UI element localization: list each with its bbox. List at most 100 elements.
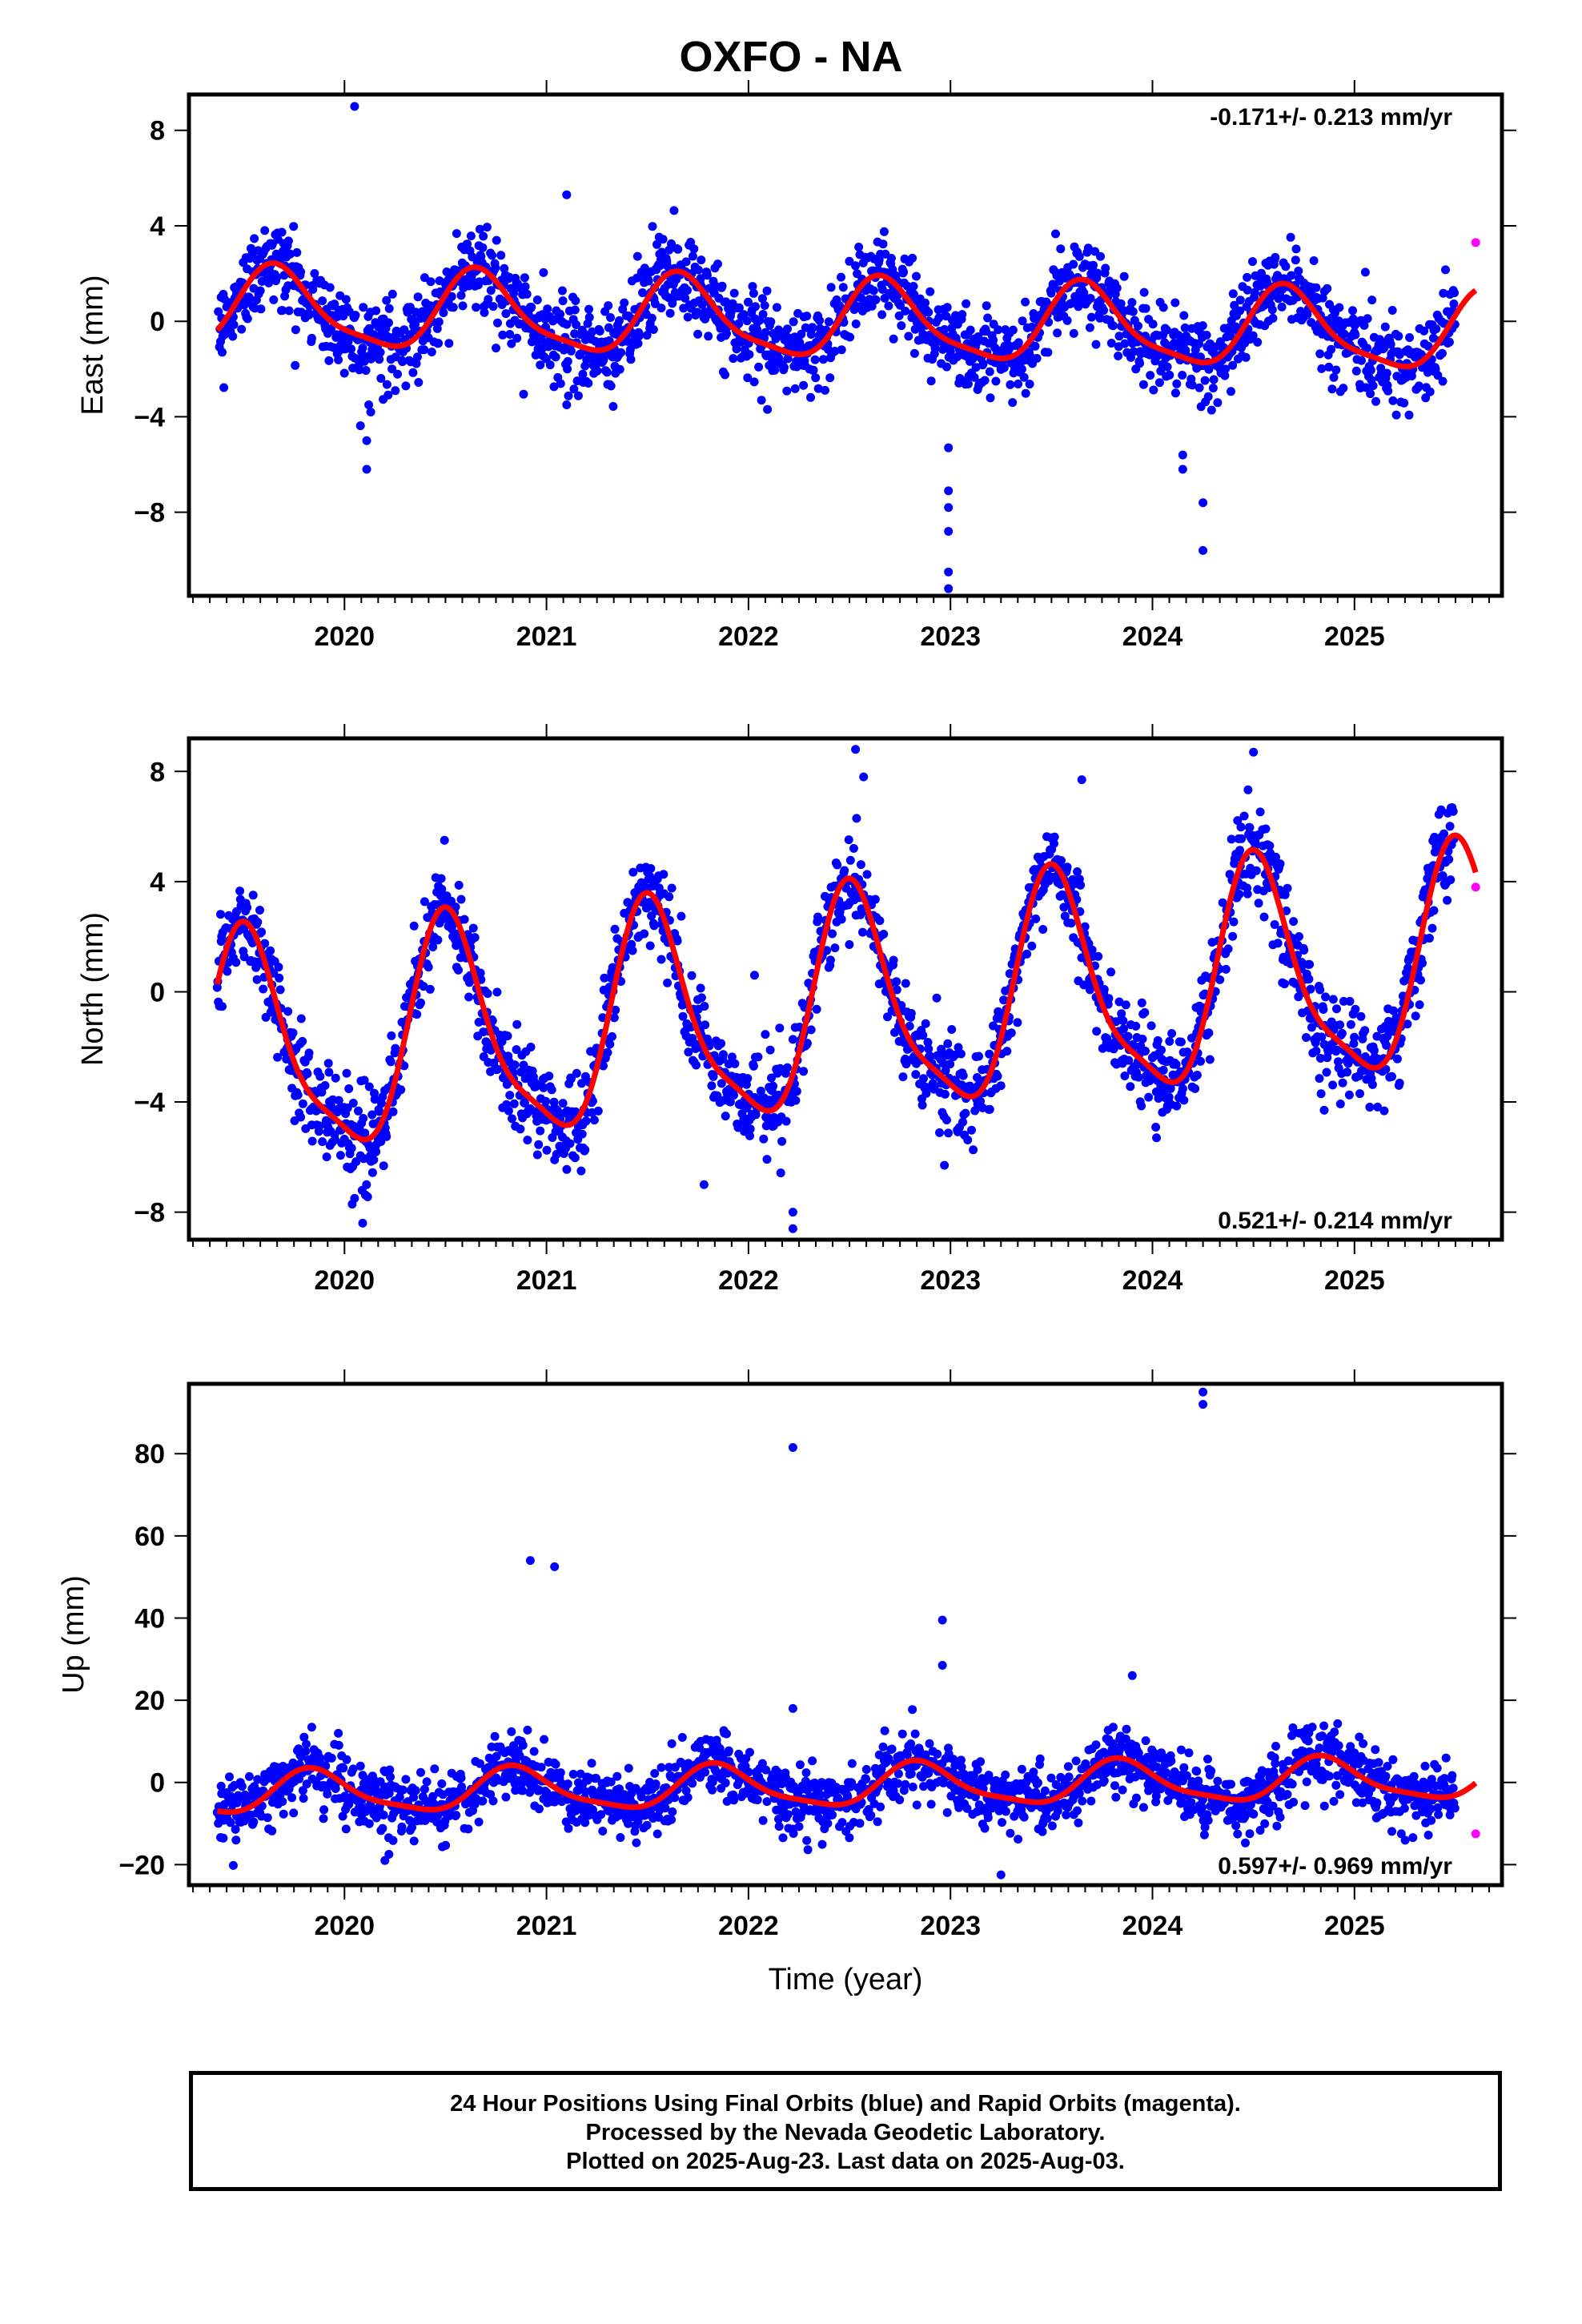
final-orbit-point — [620, 298, 629, 308]
final-orbit-point — [603, 1047, 612, 1057]
final-orbit-point — [463, 239, 472, 249]
final-orbit-point — [458, 301, 468, 311]
final-orbit-point — [958, 1071, 968, 1080]
final-orbit-point — [331, 1135, 339, 1144]
rapid-orbit-point — [1471, 238, 1480, 247]
final-orbit-point — [696, 274, 705, 283]
final-orbit-point — [743, 373, 753, 383]
final-orbit-point — [1415, 1000, 1424, 1010]
final-orbit-point — [1157, 1045, 1166, 1055]
final-orbit-point — [566, 346, 576, 356]
final-orbit-point — [1255, 807, 1265, 817]
final-orbit-point — [656, 955, 666, 964]
final-orbit-point — [526, 1043, 536, 1051]
final-orbit-point — [713, 259, 722, 269]
final-orbit-point — [1407, 372, 1416, 380]
final-orbit-point — [382, 296, 391, 305]
final-orbit-point — [1351, 366, 1361, 376]
final-orbit-point — [1414, 381, 1423, 391]
final-orbit-point — [1128, 307, 1138, 316]
final-orbit-point — [1091, 340, 1101, 349]
final-orbit-point — [782, 386, 792, 396]
final-orbit-point — [545, 360, 555, 370]
final-orbit-point — [759, 1134, 769, 1144]
final-orbit-point — [351, 311, 360, 320]
final-orbit-point — [1437, 348, 1447, 358]
final-orbit-point — [331, 1073, 340, 1083]
final-orbit-point — [275, 973, 284, 983]
final-orbit-point — [542, 1145, 552, 1155]
final-orbit-point — [1117, 1009, 1126, 1019]
final-orbit-point — [776, 1168, 785, 1178]
final-orbit-point — [283, 1007, 293, 1016]
final-orbit-point — [420, 345, 429, 355]
final-orbit-point — [1335, 303, 1344, 312]
final-orbit-point — [1114, 352, 1123, 360]
final-orbit-point — [291, 325, 300, 335]
final-orbit-point — [315, 1072, 325, 1081]
final-orbit-point — [588, 1096, 597, 1106]
final-orbit-point — [541, 1096, 551, 1106]
final-orbit-point — [556, 379, 565, 388]
final-orbit-point — [1382, 368, 1391, 378]
final-orbit-point — [1297, 958, 1307, 967]
final-orbit-point — [1379, 1106, 1389, 1116]
final-orbit-point — [488, 302, 498, 312]
final-orbit-point — [942, 362, 951, 372]
final-orbit-point — [1121, 1000, 1130, 1010]
final-orbit-point — [837, 345, 846, 355]
final-orbit-point — [772, 303, 781, 312]
final-orbit-point — [628, 867, 638, 877]
final-orbit-point — [1062, 862, 1072, 872]
final-orbit-point — [684, 1047, 693, 1057]
final-orbit-point — [291, 360, 300, 370]
final-orbit-point — [673, 244, 683, 254]
final-orbit-point — [411, 1786, 420, 1795]
final-orbit-point — [830, 347, 840, 356]
final-orbit-point — [765, 1045, 775, 1055]
final-orbit-point — [386, 1057, 396, 1067]
final-orbit-point — [615, 1784, 624, 1794]
final-orbit-point — [1221, 964, 1231, 974]
east-data — [214, 102, 1480, 593]
final-orbit-point — [243, 903, 252, 912]
final-orbit-point — [563, 1779, 572, 1789]
final-orbit-point — [799, 1067, 809, 1076]
final-orbit-point — [1322, 1068, 1331, 1077]
final-orbit-point — [693, 265, 703, 275]
final-orbit-point — [783, 1063, 792, 1072]
final-orbit-point — [722, 329, 731, 339]
final-orbit-point — [428, 943, 438, 951]
final-orbit-point — [1328, 1080, 1338, 1090]
final-orbit-point — [1346, 1019, 1355, 1029]
final-orbit-point — [433, 935, 443, 945]
final-orbit-point — [1099, 306, 1109, 315]
y-tick-label: 0 — [150, 1768, 165, 1799]
final-orbit-point — [576, 1769, 585, 1779]
final-orbit-point — [518, 1786, 528, 1795]
final-orbit-point — [317, 1088, 327, 1097]
final-orbit-point — [263, 1813, 272, 1823]
final-orbit-point — [966, 325, 975, 335]
final-orbit-point — [973, 1073, 982, 1082]
final-orbit-point — [442, 267, 452, 276]
y-tick-label: 60 — [135, 1522, 165, 1552]
final-orbit-point — [1204, 364, 1214, 374]
final-orbit-point — [1307, 1023, 1316, 1032]
final-orbit-point — [257, 927, 267, 937]
x-tick-label: 2021 — [516, 621, 577, 652]
final-orbit-point — [434, 339, 444, 348]
y-tick-label: −4 — [134, 1088, 165, 1118]
final-orbit-point — [811, 373, 821, 383]
final-orbit-point — [934, 313, 944, 323]
final-orbit-point — [384, 304, 394, 313]
final-orbit-point — [299, 1732, 309, 1742]
final-orbit-point — [946, 1059, 955, 1069]
final-orbit-point — [1273, 939, 1283, 948]
final-orbit-point — [334, 1096, 343, 1105]
final-orbit-point — [452, 229, 461, 239]
final-orbit-point — [523, 1136, 532, 1145]
final-orbit-point — [225, 1772, 234, 1782]
final-orbit-point — [355, 1761, 365, 1771]
